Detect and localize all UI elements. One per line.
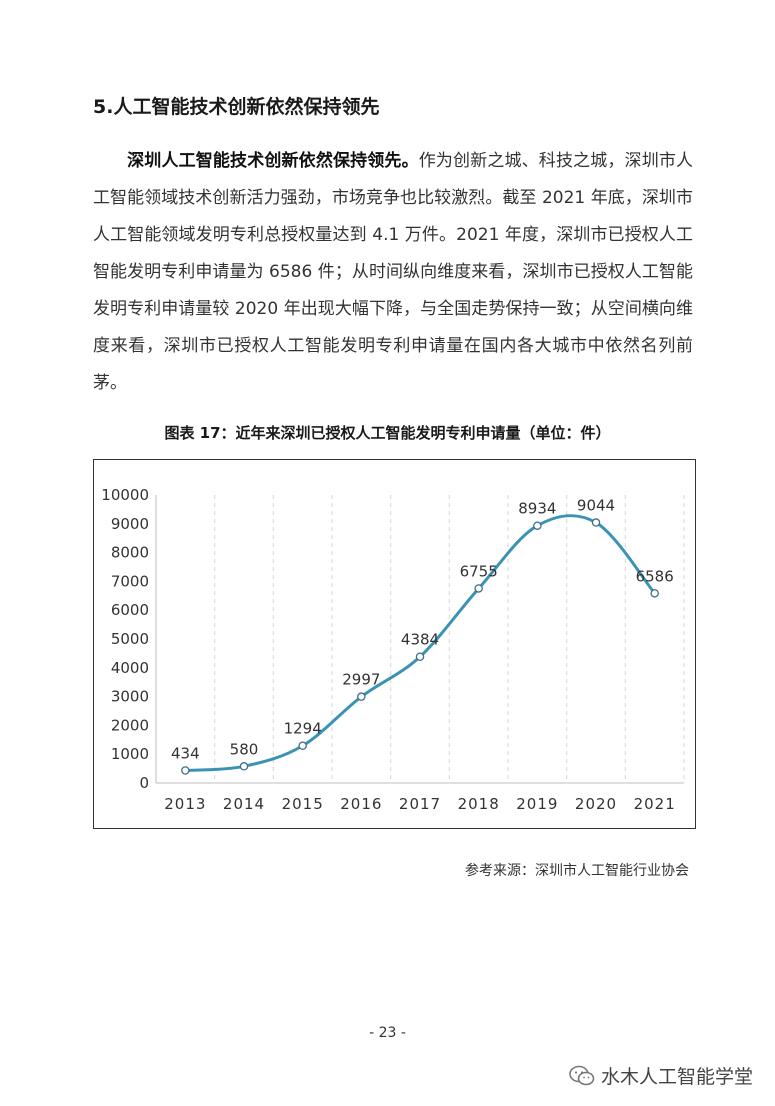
figure-caption: 图表 17：近年来深圳已授权人工智能发明专利申请量（单位：件） — [164, 424, 611, 442]
section-title: 5.人工智能技术创新依然保持领先 — [93, 96, 380, 118]
x-tick-label: 2021 — [634, 795, 676, 813]
data-point — [181, 766, 190, 775]
x-tick-label: 2020 — [575, 795, 617, 813]
y-tick-label: 2000 — [111, 716, 149, 734]
data-label: 580 — [230, 740, 259, 758]
data-label: 9044 — [577, 497, 615, 515]
series-line — [183, 514, 657, 773]
data-point — [533, 521, 542, 530]
paragraph-lead: 深圳人工智能技术创新依然保持领先。 — [127, 151, 419, 171]
line-chart: 0 1000 2000 3000 4000 5000 6000 7000 8000 9000 100… — [101, 486, 685, 813]
data-point — [298, 741, 307, 750]
data-point — [474, 584, 483, 593]
y-tick-label: 10000 — [101, 486, 149, 504]
page-number: - 23 - — [369, 1025, 406, 1041]
y-tick-label: 4000 — [111, 659, 149, 677]
data-label: 8934 — [518, 500, 556, 518]
data-label: 1294 — [284, 720, 322, 738]
data-point — [650, 589, 659, 598]
chart-gridlines — [214, 495, 685, 783]
paragraph-body: 作为创新之城、科技之城，深圳市人工智能领域技术创新活力强劲，市场竞争也比较激烈。… — [93, 151, 694, 393]
y-tick-label: 5000 — [111, 630, 149, 648]
y-tick-label: 6000 — [111, 601, 149, 619]
watermark: 水木人工智能学堂 — [569, 1062, 753, 1089]
x-tick-label: 2016 — [340, 795, 382, 813]
x-tick-label: 2015 — [282, 795, 324, 813]
chart-axes: 0 1000 2000 3000 4000 5000 6000 7000 8000 9000 100… — [101, 486, 684, 813]
data-label: 6586 — [636, 567, 674, 585]
x-tick-label: 2013 — [164, 795, 206, 813]
data-label: 4384 — [401, 631, 439, 649]
x-tick-label: 2017 — [399, 795, 441, 813]
data-label: 6755 — [460, 562, 498, 580]
body-paragraph: 深圳人工智能技术创新依然保持领先。作为创新之城、科技之城，深圳市人工智能领域技术… — [93, 143, 693, 402]
wechat-icon — [569, 1065, 595, 1087]
x-tick-label: 2019 — [516, 795, 558, 813]
y-tick-label: 9000 — [111, 515, 149, 533]
data-point — [357, 692, 366, 701]
x-tick-label: 2014 — [223, 795, 265, 813]
chart-data-labels: 434 580 1294 2997 4384 6755 8934 9044 6586 — [171, 497, 674, 763]
data-point — [239, 762, 249, 771]
data-label: 434 — [171, 745, 200, 763]
y-tick-label: 1000 — [111, 745, 149, 763]
y-tick-label: 7000 — [111, 572, 149, 590]
chart-frame: 0 1000 2000 3000 4000 5000 6000 7000 8000 9000 100… — [93, 459, 696, 829]
figure-source: 参考来源：深圳市人工智能行业协会 — [465, 863, 689, 879]
data-point — [591, 518, 601, 527]
y-tick-label: 8000 — [111, 544, 149, 562]
data-label: 2997 — [342, 671, 380, 689]
chart-series — [181, 514, 659, 775]
y-tick-label: 3000 — [111, 688, 149, 706]
watermark-text: 水木人工智能学堂 — [600, 1066, 753, 1088]
x-tick-label: 2018 — [458, 795, 500, 813]
data-point — [415, 652, 425, 661]
y-tick-label: 0 — [139, 774, 149, 792]
